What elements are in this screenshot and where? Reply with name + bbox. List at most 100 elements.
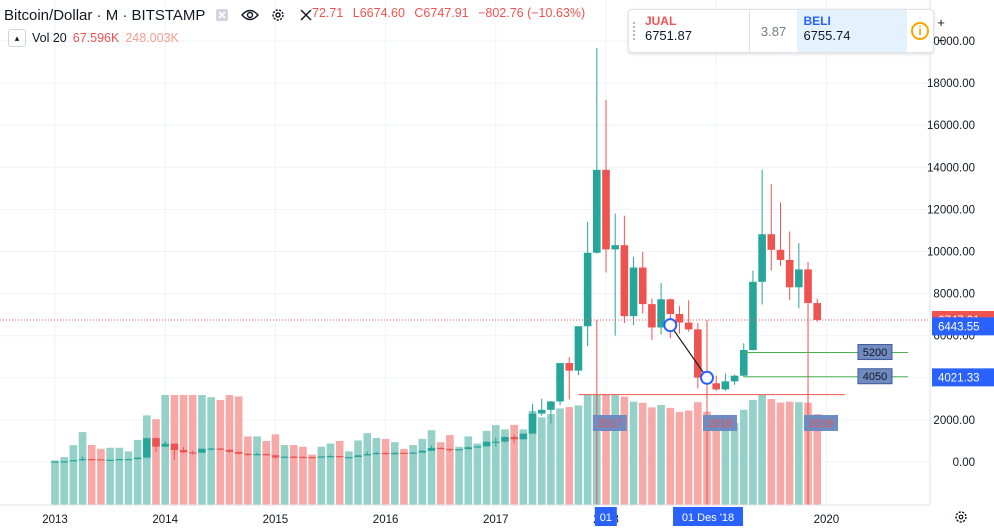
candle-body: [739, 350, 748, 376]
candle-body: [335, 456, 344, 458]
candle-body: [308, 457, 316, 459]
candle-body: [234, 451, 243, 454]
symbol-header: Bitcoin/Dollar · M · BITSTAMP: [0, 3, 317, 27]
volume-label[interactable]: Vol 20: [32, 31, 67, 45]
volume-bar: [547, 414, 555, 505]
volume-bar: [473, 443, 482, 505]
price-tick-label: 12000.00: [927, 204, 975, 216]
candle-body: [730, 375, 739, 382]
candle-body: [363, 454, 372, 456]
candle-body: [675, 314, 684, 323]
volume-bar: [501, 429, 509, 505]
eye-icon[interactable]: [239, 5, 261, 25]
time-tick-label: 2014: [152, 514, 178, 526]
price-tick-label: 10000.00: [927, 247, 975, 259]
price-tick-label: 0.00: [953, 457, 975, 469]
candle-body: [372, 452, 381, 455]
candle-body: [813, 303, 822, 320]
volume-bar: [583, 395, 592, 505]
settings-gear-icon[interactable]: [955, 511, 967, 523]
candle-body: [170, 443, 179, 451]
drag-handle-icon[interactable]: [629, 10, 639, 52]
settings-gear-icon[interactable]: [267, 5, 289, 25]
candle-body: [593, 169, 601, 253]
volume-bar: [143, 415, 151, 505]
volume-bar: [620, 396, 629, 505]
candle-body: [684, 322, 693, 330]
marker-label: 2018: [708, 418, 732, 430]
candle-body: [78, 459, 87, 461]
candle-body: [326, 456, 335, 458]
marker-label-box: [804, 415, 839, 431]
volume-bar: [308, 454, 316, 505]
candle-body: [482, 441, 491, 447]
time-tick-label: 2017: [483, 514, 509, 526]
ohlc-low: L6674.60: [352, 6, 405, 20]
candle-body: [602, 169, 610, 250]
info-icon[interactable]: i: [907, 10, 933, 52]
volume-bar: [133, 439, 142, 505]
volume-bar: [87, 445, 96, 505]
volume-bar: [657, 404, 665, 505]
volume-bar: [381, 438, 390, 505]
symbol-title[interactable]: Bitcoin/Dollar · M · BITSTAMP: [4, 6, 206, 24]
volume-bar: [51, 460, 59, 505]
volume-bar: [69, 445, 78, 505]
cursor-time-label: 01: [600, 512, 612, 524]
candle-body: [262, 454, 271, 456]
candle-body: [271, 455, 280, 458]
volume-bar: [216, 399, 225, 505]
candle-body: [436, 447, 445, 450]
ohlc-open: 72.71: [312, 6, 344, 20]
candle-body: [767, 234, 776, 250]
time-tick-label: 2016: [373, 514, 399, 526]
price-tick-label: 20000.00: [927, 36, 975, 48]
candle-body: [657, 299, 665, 328]
volume-bar: [730, 423, 739, 505]
candle-body: [97, 459, 105, 461]
volume-bar: [78, 432, 87, 505]
sell-button[interactable]: JUAL 6751.87: [639, 10, 749, 52]
candle-body: [60, 461, 68, 463]
volume-bar: [684, 410, 693, 505]
volume-bar: [648, 407, 656, 505]
volume-bar: [638, 402, 647, 505]
chevron-up-icon[interactable]: ▴: [8, 29, 26, 47]
marker-label-box: [703, 415, 738, 431]
buy-button[interactable]: BELI 6755.74: [797, 10, 908, 52]
candle-body: [188, 452, 197, 454]
candle-body: [620, 245, 629, 317]
compare-icon[interactable]: [211, 5, 233, 25]
volume-bar: [455, 446, 463, 505]
volume-bar: [207, 397, 215, 505]
candle-body: [721, 381, 730, 390]
ohlc-change: −802.76 (−10.63%): [478, 6, 586, 20]
candle-body: [289, 456, 298, 458]
candle-body: [537, 409, 546, 414]
zoom-in-icon[interactable]: +: [937, 14, 945, 30]
marker-label: 2019: [809, 418, 833, 430]
volume-bar: [106, 447, 114, 505]
candle-body: [152, 438, 160, 447]
time-tick-label: 2013: [42, 514, 68, 526]
annotation-box: [857, 344, 893, 361]
volume-bar: [482, 430, 491, 505]
volume-bar: [289, 445, 298, 505]
volume-bar: [124, 451, 133, 505]
volume-bar: [528, 410, 537, 505]
price-badge-label: 6443.55: [938, 321, 980, 333]
candle-body: [629, 267, 638, 317]
volume-bar: [271, 434, 280, 505]
zoom-out-icon[interactable]: −: [937, 32, 945, 48]
candle-body: [207, 448, 215, 450]
candle-body: [225, 449, 234, 452]
volume-bar: [390, 442, 399, 505]
close-icon[interactable]: [295, 5, 317, 25]
volume-bar: [354, 440, 362, 505]
volume-bar: [234, 396, 243, 505]
candle-body: [446, 448, 454, 451]
candle-body: [638, 267, 647, 305]
sell-price: 6751.87: [644, 28, 692, 43]
candle-body: [133, 457, 142, 460]
